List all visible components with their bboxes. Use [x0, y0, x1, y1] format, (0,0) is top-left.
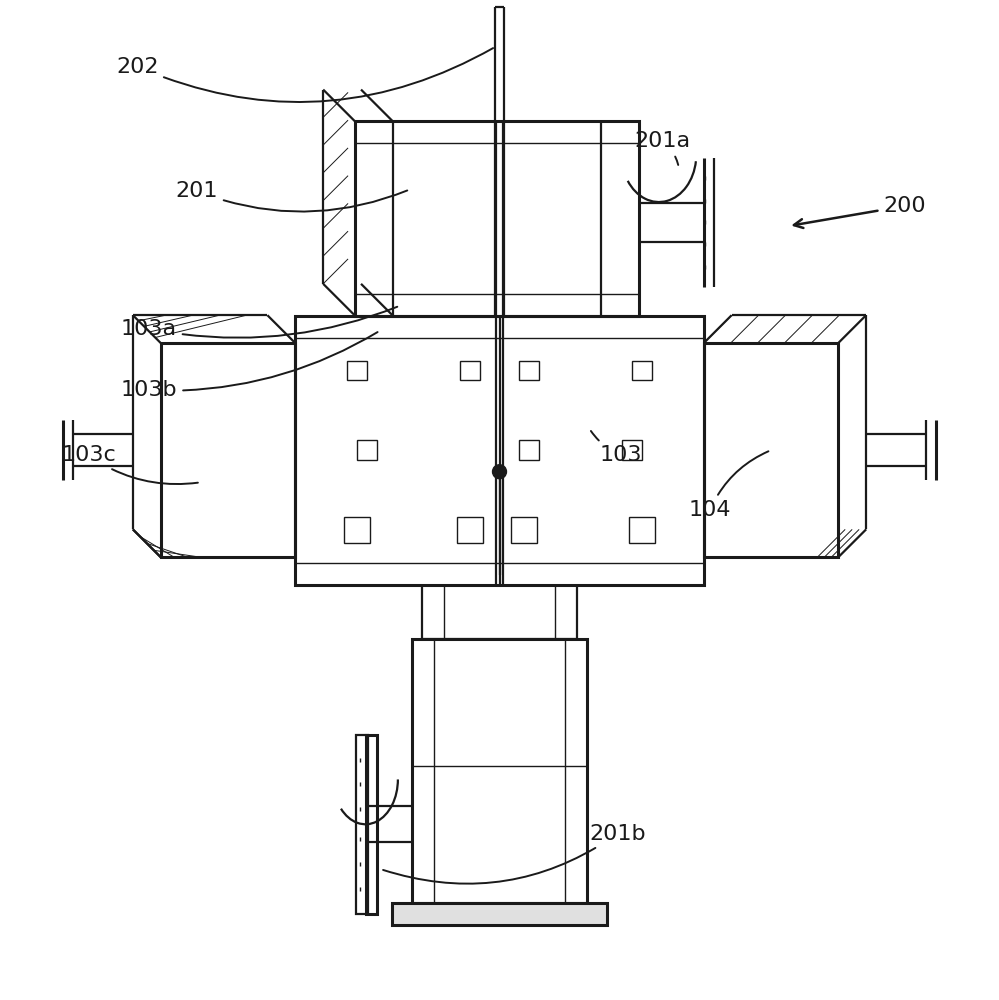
Bar	[393, 903, 606, 925]
Bar	[460, 361, 480, 380]
Bar	[161, 343, 296, 557]
Bar	[356, 735, 368, 914]
Bar	[632, 361, 652, 380]
Text: 201: 201	[176, 181, 408, 212]
Bar	[366, 735, 378, 914]
Bar	[519, 440, 539, 460]
Bar	[355, 121, 639, 316]
Bar	[511, 517, 537, 543]
Bar	[296, 316, 703, 585]
Text: 202: 202	[116, 48, 494, 102]
Text: 201b: 201b	[383, 824, 645, 884]
Bar	[703, 343, 838, 557]
Text: 200: 200	[794, 196, 926, 228]
Text: 201a: 201a	[634, 131, 690, 165]
Text: 103b: 103b	[121, 332, 378, 400]
Bar	[622, 440, 642, 460]
Bar	[629, 517, 655, 543]
Text: 103: 103	[590, 431, 641, 465]
Bar	[347, 361, 367, 380]
Text: 103a: 103a	[121, 307, 398, 339]
Bar	[413, 639, 586, 903]
Text: 104: 104	[688, 451, 768, 520]
Bar	[519, 361, 539, 380]
Bar	[357, 440, 377, 460]
Bar	[344, 517, 370, 543]
Text: 103c: 103c	[61, 445, 198, 484]
Circle shape	[493, 465, 506, 479]
Bar	[457, 517, 483, 543]
